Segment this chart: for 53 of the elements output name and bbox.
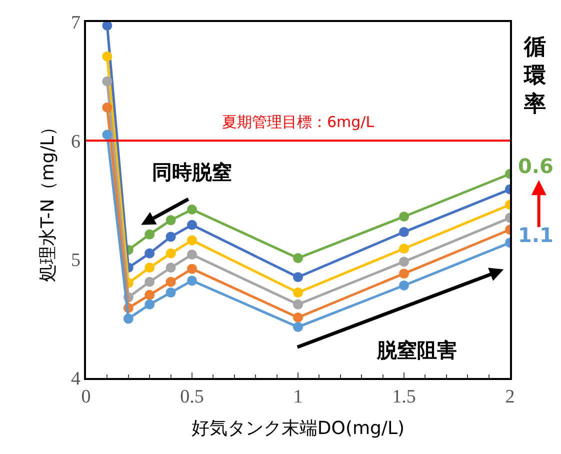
point (166, 215, 176, 226)
point (293, 299, 303, 310)
point (144, 229, 155, 240)
point (166, 288, 176, 298)
point (144, 248, 155, 258)
point (187, 250, 197, 260)
point (293, 253, 303, 264)
x-tick-label: 2 (505, 386, 515, 408)
point (187, 220, 197, 230)
annotation: 同時脱窒 (152, 160, 232, 184)
point (102, 102, 112, 112)
point (293, 322, 303, 332)
point (166, 262, 176, 273)
y-tick-label: 7 (70, 12, 80, 34)
point (166, 248, 176, 258)
point (399, 280, 409, 290)
y-tick-label: 5 (70, 250, 80, 271)
ref-line-label: 夏期管理目標：6mg/L (222, 113, 375, 131)
x-tick-label: 1.5 (392, 386, 416, 408)
point (144, 299, 155, 310)
point (399, 227, 409, 238)
point (293, 288, 303, 298)
point (187, 264, 197, 274)
point (123, 314, 134, 324)
point (102, 130, 112, 140)
point (187, 276, 197, 286)
y-tick-label: 6 (70, 131, 80, 152)
point (144, 276, 155, 287)
x-tick-label: 0 (81, 386, 91, 408)
point (293, 272, 303, 282)
text: 循環率 (523, 35, 547, 118)
x-tick-label: 1 (293, 386, 303, 408)
point (102, 51, 112, 62)
y-axis-title: 処理水T-N（mg/L） (38, 118, 59, 282)
point (102, 22, 112, 31)
x-tick-label: 0.5 (180, 386, 204, 408)
point (166, 232, 176, 242)
annotation: 脱窒阻害 (376, 338, 457, 362)
point (399, 256, 409, 267)
point (144, 262, 155, 273)
y-tick-label: 4 (70, 368, 81, 390)
point (187, 235, 197, 246)
point (144, 290, 155, 300)
point (187, 204, 197, 214)
x-axis-title: 好気タンク末端DO(mg/L) (191, 418, 405, 440)
point (399, 212, 409, 222)
annotation: 0.6 (518, 154, 554, 178)
point (166, 276, 176, 287)
annotation: 1.1 (518, 223, 554, 247)
point (102, 76, 112, 86)
point (293, 312, 303, 322)
point (399, 268, 409, 279)
point (399, 244, 409, 254)
